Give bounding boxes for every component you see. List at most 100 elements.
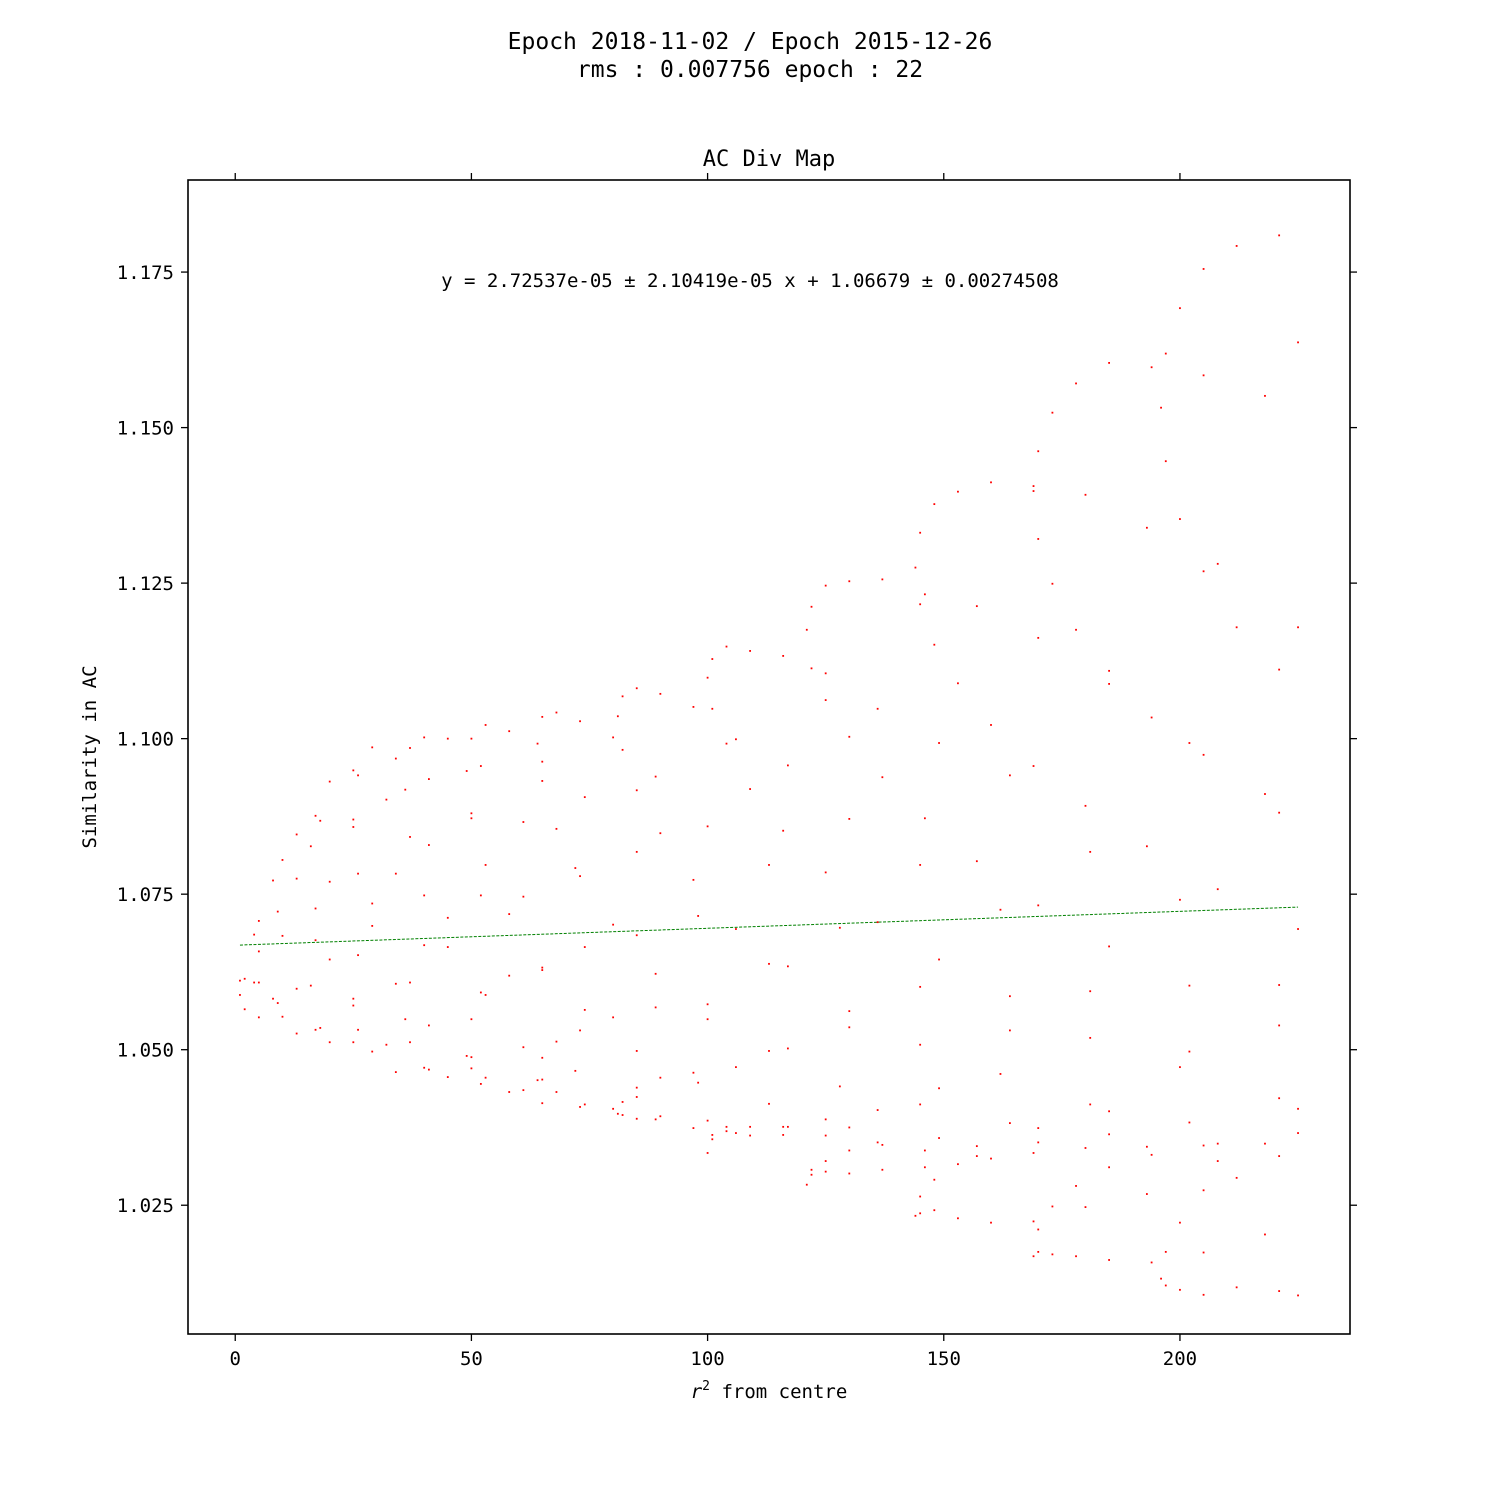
scatter-point bbox=[1032, 485, 1035, 487]
scatter-point bbox=[1108, 361, 1110, 364]
scatter-point bbox=[957, 682, 959, 685]
scatter-point bbox=[1202, 1189, 1205, 1192]
x-tick-label: 150 bbox=[927, 1348, 961, 1370]
scatter-point bbox=[735, 928, 737, 930]
scatter-point bbox=[465, 1055, 468, 1057]
scatter-point bbox=[508, 730, 511, 733]
scatter-point bbox=[541, 780, 544, 782]
scatter-point bbox=[257, 1016, 260, 1019]
scatter-point bbox=[239, 994, 241, 996]
scatter-point bbox=[1188, 742, 1191, 744]
scatter-point bbox=[1089, 850, 1092, 853]
scatter-point bbox=[428, 1024, 430, 1027]
scatter-point bbox=[933, 643, 936, 646]
scatter-point bbox=[621, 1114, 624, 1116]
x-axis-ticks: 0 50 100 150 200 bbox=[230, 173, 1197, 1370]
scatter-point bbox=[1235, 1286, 1238, 1289]
scatter-point bbox=[1202, 1144, 1205, 1147]
scatter-point bbox=[1216, 1142, 1219, 1145]
scatter-point bbox=[697, 915, 700, 917]
scatter-point bbox=[484, 1076, 487, 1079]
scatter-point bbox=[470, 1067, 473, 1070]
scatter-point bbox=[1150, 1261, 1153, 1264]
scatter-point bbox=[1179, 1288, 1181, 1291]
scatter-point bbox=[824, 1170, 827, 1173]
scatter-point bbox=[555, 827, 558, 830]
scatter-point bbox=[253, 981, 256, 984]
scatter-point bbox=[848, 580, 851, 583]
scatter-point bbox=[295, 987, 298, 990]
scatter-point bbox=[990, 724, 992, 726]
scatter-point bbox=[635, 850, 638, 853]
scatter-point bbox=[999, 908, 1002, 911]
scatter-point bbox=[357, 774, 359, 777]
scatter-point bbox=[423, 1066, 426, 1069]
scatter-point bbox=[706, 676, 709, 679]
scatter-point bbox=[616, 1112, 619, 1115]
scatter-point bbox=[706, 825, 709, 828]
x-tick-label: 50 bbox=[460, 1348, 483, 1370]
scatter-point bbox=[1084, 493, 1087, 496]
scatter-point bbox=[938, 1087, 940, 1090]
scatter-points bbox=[239, 234, 1299, 1297]
scatter-point bbox=[782, 1134, 785, 1136]
scatter-point bbox=[555, 711, 558, 714]
scatter-point bbox=[1150, 366, 1153, 369]
scatter-point bbox=[1179, 898, 1181, 901]
scatter-point bbox=[1235, 1176, 1238, 1179]
scatter-point bbox=[919, 531, 922, 534]
scatter-point bbox=[1160, 1277, 1162, 1280]
scatter-point bbox=[352, 826, 355, 828]
scatter-point bbox=[1202, 374, 1205, 377]
scatter-point bbox=[371, 746, 374, 749]
scatter-point bbox=[1108, 683, 1110, 685]
scatter-point bbox=[1145, 1193, 1148, 1195]
scatter-point bbox=[1202, 570, 1205, 573]
scatter-point bbox=[1089, 990, 1092, 993]
scatter-point bbox=[1051, 1253, 1054, 1256]
scatter-point bbox=[541, 969, 544, 971]
scatter-point bbox=[541, 760, 544, 763]
scatter-point bbox=[295, 877, 298, 880]
scatter-point bbox=[446, 737, 449, 740]
scatter-point bbox=[933, 503, 936, 506]
x-axis-label: r2 from centre bbox=[691, 1379, 848, 1403]
scatter-point bbox=[1145, 1145, 1148, 1148]
scatter-point bbox=[465, 770, 468, 772]
scatter-point bbox=[541, 1102, 544, 1105]
x-axis-label-superscript: 2 bbox=[702, 1379, 710, 1394]
scatter-point bbox=[810, 605, 813, 608]
scatter-point bbox=[357, 1028, 359, 1031]
scatter-point bbox=[574, 1069, 577, 1072]
scatter-point bbox=[281, 934, 284, 937]
scatter-point bbox=[621, 1101, 624, 1103]
scatter-point bbox=[319, 819, 322, 822]
scatter-point bbox=[725, 1130, 728, 1133]
scatter-point bbox=[446, 916, 449, 919]
scatter-point bbox=[975, 860, 978, 863]
scatter-point bbox=[1150, 1153, 1153, 1156]
scatter-point bbox=[579, 1106, 581, 1108]
scatter-point bbox=[938, 1137, 940, 1139]
scatter-point bbox=[541, 1056, 544, 1059]
scatter-point bbox=[484, 724, 487, 726]
scatter-point bbox=[314, 939, 317, 942]
scatter-point bbox=[1051, 411, 1054, 414]
scatter-point bbox=[371, 902, 374, 905]
scatter-point bbox=[314, 907, 317, 910]
scatter-point bbox=[1297, 626, 1299, 629]
x-tick-label: 100 bbox=[690, 1348, 724, 1370]
scatter-point bbox=[541, 1078, 544, 1081]
scatter-point bbox=[621, 748, 624, 751]
scatter-point bbox=[1164, 460, 1167, 463]
scatter-point bbox=[876, 1109, 879, 1111]
scatter-point bbox=[919, 1195, 922, 1198]
scatter-point bbox=[1264, 1142, 1266, 1145]
scatter-point bbox=[371, 925, 374, 927]
scatter-point bbox=[1009, 995, 1011, 998]
scatter-point bbox=[659, 1115, 662, 1118]
scatter-point bbox=[635, 789, 638, 792]
scatter-point bbox=[1108, 1133, 1110, 1136]
scatter-point bbox=[805, 628, 808, 631]
scatter-point bbox=[786, 1125, 789, 1128]
